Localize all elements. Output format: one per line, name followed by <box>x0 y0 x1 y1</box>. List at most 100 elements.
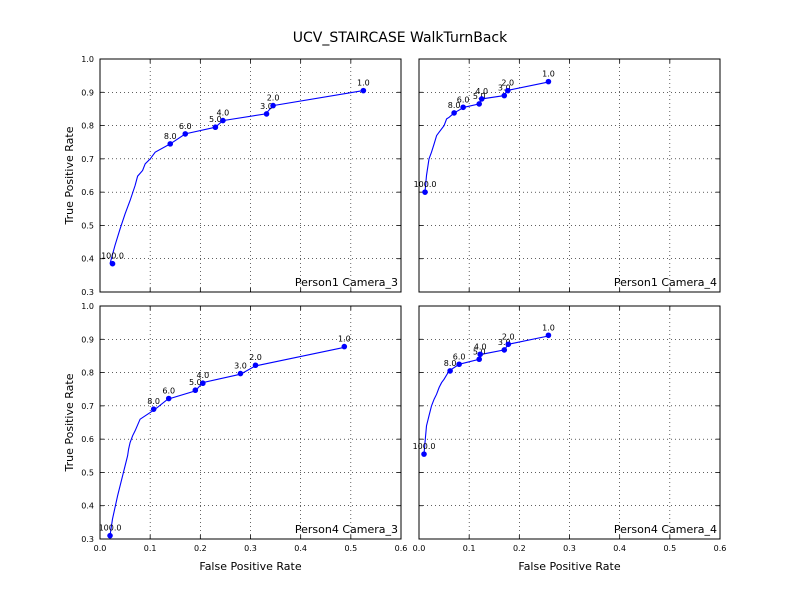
chart-panel-2: 100.0 8.06.0 5.04.0 3.02.0 1.0 Person1 Camera… <box>414 58 721 293</box>
data-point-label: 6.0 <box>162 387 175 396</box>
data-point <box>501 92 508 99</box>
data-point-label: 8.0 <box>147 397 160 406</box>
data-point-label: 6.0 <box>457 95 470 104</box>
data-point <box>212 124 219 131</box>
data-point-label: 2.0 <box>501 79 514 88</box>
data-point <box>476 356 483 363</box>
x-tick-label: 0.5 <box>344 544 357 553</box>
data-point-label: 100.0 <box>414 180 437 189</box>
y-tick-label: 0.3 <box>81 535 94 544</box>
data-point-label: 1.0 <box>542 70 555 79</box>
data-point-label: 3.0 <box>260 102 273 111</box>
plot-frame <box>99 305 402 540</box>
panel-label: Person4 Camera_4 <box>614 523 717 536</box>
data-point-label: 6.0 <box>179 122 192 131</box>
data-point <box>107 532 113 539</box>
y-tick-label: 1.0 <box>81 302 94 311</box>
data-point <box>263 111 270 117</box>
data-point <box>252 362 259 369</box>
data-point-label: 5.0 <box>473 92 486 101</box>
data-point-label: 4.0 <box>475 87 488 96</box>
data-point-label: 1.0 <box>542 323 555 332</box>
data-point <box>200 380 206 387</box>
x-tick-label: 0.2 <box>194 544 207 553</box>
data-point-label: 100.0 <box>413 442 436 451</box>
y-tick-label: 0.8 <box>81 122 94 131</box>
y-tick-label: 0.6 <box>81 188 94 197</box>
data-point <box>270 102 276 109</box>
data-point-label: 3.0 <box>234 362 247 371</box>
data-point <box>167 141 174 147</box>
data-point-label: 5.0 <box>189 378 202 387</box>
data-point-label: 1.0 <box>357 79 370 88</box>
data-point-label: 2.0 <box>249 353 262 362</box>
data-point <box>165 395 172 402</box>
y-axis-label: True Positive Rate <box>63 373 76 472</box>
data-point-label: 8.0 <box>164 132 177 141</box>
data-point-label: 4.0 <box>217 109 230 118</box>
x-tick-label: 0.5 <box>663 544 676 553</box>
data-point <box>220 117 226 124</box>
chart-panel-3: 0.3 0.4 0.5 0.6 0.7 0.8 0.9 1.0 0.0 0.1 0.2 0.3 0.4 0… <box>63 302 407 573</box>
data-point <box>501 347 508 353</box>
chart-panel-1: 0.3 0.4 0.5 0.6 0.7 0.8 0.9 1.0 True Positive Ra… <box>63 55 402 297</box>
x-tick-label: 0.6 <box>714 544 727 553</box>
x-tick-label: 0.6 <box>395 544 408 553</box>
data-point-label: 1.0 <box>338 335 351 344</box>
chart-panel-4: 0.0 0.1 0.2 0.3 0.4 0.5 0.6 False Positive Rate… <box>413 305 727 573</box>
data-point-label: 4.0 <box>474 342 487 351</box>
roc-curve <box>423 335 549 455</box>
panel-label: Person1 Camera_4 <box>614 276 717 289</box>
data-point <box>182 131 189 137</box>
x-tick-label: 0.2 <box>513 544 526 553</box>
y-tick-label: 0.6 <box>81 435 94 444</box>
data-point <box>451 110 457 116</box>
data-point-label: 4.0 <box>196 371 209 380</box>
data-point <box>150 406 157 412</box>
data-point <box>505 341 512 348</box>
x-tick-label: 0.4 <box>613 544 626 553</box>
data-point-label: 3.0 <box>498 338 511 347</box>
x-axis-label: False Positive Rate <box>199 560 301 573</box>
x-tick-label: 0.3 <box>244 544 257 553</box>
y-tick-label: 0.5 <box>81 468 94 477</box>
x-tick-label: 0.4 <box>294 544 307 553</box>
data-point <box>545 332 552 339</box>
y-tick-label: 0.7 <box>81 402 94 411</box>
x-tick-label: 0.1 <box>144 544 157 553</box>
data-point-label: 2.0 <box>267 94 280 103</box>
data-point-label: 5.0 <box>209 115 222 124</box>
y-axis-label: True Positive Rate <box>63 126 76 225</box>
y-tick-label: 0.3 <box>81 288 94 297</box>
data-point <box>545 78 552 85</box>
data-point <box>477 351 484 358</box>
data-point <box>460 104 466 111</box>
y-tick-label: 1.0 <box>81 55 94 64</box>
data-point-label: 6.0 <box>453 352 466 361</box>
x-axis-label: False Positive Rate <box>518 560 620 573</box>
x-tick-label: 0.0 <box>413 544 426 553</box>
y-tick-label: 0.4 <box>81 502 94 511</box>
plot-frame <box>418 58 721 293</box>
y-tick-label: 0.8 <box>81 369 94 378</box>
data-point <box>504 87 511 94</box>
data-point-label: 100.0 <box>101 252 124 261</box>
data-point <box>478 96 485 102</box>
y-tick-label: 0.9 <box>81 335 94 344</box>
roc-curve <box>109 347 344 536</box>
data-point-label: 3.0 <box>498 84 511 93</box>
data-point <box>341 343 348 350</box>
roc-curve <box>109 90 364 264</box>
y-tick-label: 0.9 <box>81 88 94 97</box>
y-tick-label: 0.7 <box>81 155 94 164</box>
panel-label: Person4 Camera_3 <box>295 523 398 536</box>
data-point-label: 2.0 <box>502 332 515 341</box>
y-tick-label: 0.5 <box>81 221 94 230</box>
data-point <box>476 101 483 107</box>
plot-frame <box>99 58 402 293</box>
figure-title: UCV_STAIRCASE WalkTurnBack <box>293 30 508 46</box>
data-point-label: 8.0 <box>448 101 461 110</box>
data-point <box>422 189 428 195</box>
x-tick-label: 0.3 <box>563 544 576 553</box>
